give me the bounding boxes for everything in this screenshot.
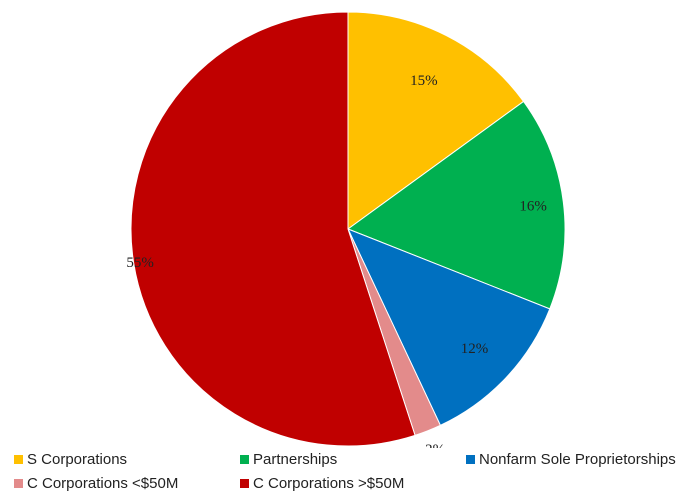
slice-partnerships bbox=[346, 100, 566, 310]
legend-label: Nonfarm Sole Proprietorships bbox=[479, 450, 676, 468]
legend-item-c-corporations-small: C Corporations <$50M bbox=[14, 475, 240, 492]
legend-label: Partnerships bbox=[253, 450, 338, 468]
pie-chart: 15% 16% 12% 2% 55% bbox=[126, 11, 566, 448]
data-label: 55% bbox=[126, 255, 154, 271]
legend-label: S Corporations bbox=[27, 450, 128, 468]
legend-swatch bbox=[14, 478, 23, 488]
legend-item-nonfarm-sole-proprietorships: Nonfarm Sole Proprietorships bbox=[466, 451, 676, 468]
legend-swatch bbox=[240, 454, 249, 464]
slice-c-corporations-large bbox=[130, 11, 416, 447]
legend-item-partnerships: Partnerships bbox=[240, 451, 466, 468]
legend: S Corporations Partnerships Nonfarm Sole… bbox=[14, 448, 690, 496]
legend-item-c-corporations-large: C Corporations >$50M bbox=[240, 475, 466, 492]
legend-swatch bbox=[466, 454, 475, 464]
legend-swatch bbox=[240, 478, 249, 488]
slice-nonfarm-sole-proprietorships bbox=[347, 228, 551, 427]
legend-label: C Corporations >$50M bbox=[253, 474, 405, 492]
slice-s-corporations bbox=[347, 11, 525, 230]
legend-row: S Corporations Partnerships Nonfarm Sole… bbox=[14, 448, 690, 470]
data-label: 12% bbox=[461, 341, 489, 357]
legend-row: C Corporations <$50M C Corporations >$50… bbox=[14, 472, 690, 494]
data-label: 2% bbox=[425, 442, 445, 448]
data-label: 16% bbox=[519, 199, 547, 215]
legend-item-s-corporations: S Corporations bbox=[14, 451, 240, 468]
legend-swatch bbox=[14, 454, 23, 464]
data-label: 15% bbox=[410, 73, 438, 89]
legend-label: C Corporations <$50M bbox=[27, 474, 179, 492]
